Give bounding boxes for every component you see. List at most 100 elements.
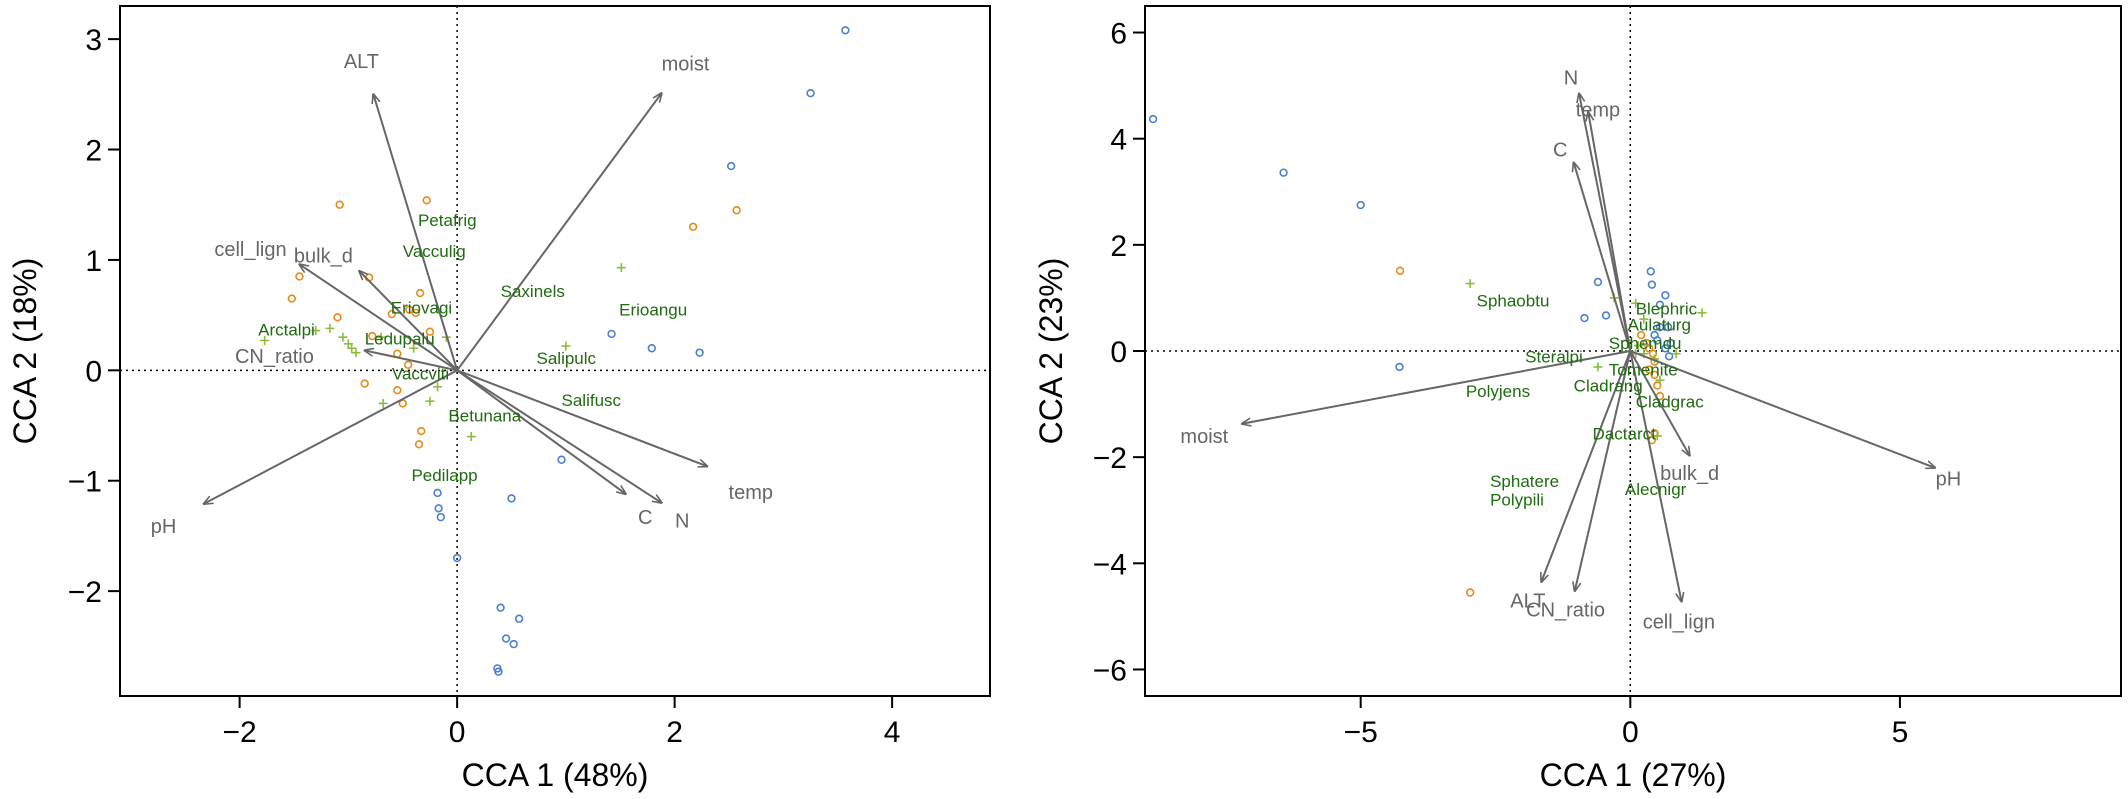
site-point-orange xyxy=(732,206,741,215)
env-arrow-label: moist xyxy=(662,53,710,75)
species-label: Tomenite xyxy=(1609,361,1678,380)
y-tick-label: −6 xyxy=(1093,654,1127,687)
site-point-orange xyxy=(1653,381,1662,390)
env-arrow-label: temp xyxy=(1576,100,1620,122)
site-point-orange xyxy=(417,426,426,436)
site-point-orange xyxy=(1644,365,1654,374)
env-arrow-temp xyxy=(1588,112,1632,352)
species-point-green-cross xyxy=(561,341,571,351)
species-point-green-cross xyxy=(425,396,435,406)
site-point-blue xyxy=(1580,313,1589,323)
site-point-orange xyxy=(368,331,377,341)
env-arrow-label: N xyxy=(675,510,689,532)
y-tick-label: 0 xyxy=(85,355,102,388)
species-point-green-cross xyxy=(347,343,357,353)
y-axis-label: CCA 2 (18%) xyxy=(7,258,43,445)
site-point-blue xyxy=(1661,344,1670,353)
y-tick-label: −2 xyxy=(1093,442,1127,475)
species-point-green-cross xyxy=(378,398,388,408)
site-point-blue xyxy=(452,553,462,563)
species-point-green-cross xyxy=(1639,314,1649,324)
site-point-blue xyxy=(1646,267,1655,276)
site-point-blue xyxy=(1395,362,1404,372)
species-point-green-cross xyxy=(409,343,419,353)
env-arrow-label: cell_lign xyxy=(1643,612,1715,634)
y-tick-label: 6 xyxy=(1110,18,1127,51)
species-label: Blephric xyxy=(1636,300,1698,319)
species-label: Polypili xyxy=(1490,491,1544,510)
env-arrow-cn-ratio xyxy=(365,350,458,372)
site-point-orange xyxy=(415,288,425,298)
site-point-blue xyxy=(647,344,656,353)
site-point-orange xyxy=(295,272,304,281)
site-point-blue xyxy=(841,26,850,35)
species-point-green-cross xyxy=(338,332,348,342)
species-label: Sphaobtu xyxy=(1477,292,1550,311)
env-arrow-label: N xyxy=(1564,68,1578,90)
site-point-blue xyxy=(509,639,518,649)
species-label: Sphemdu xyxy=(1609,334,1682,353)
env-arrow-alt xyxy=(1541,350,1632,582)
env-arrow-c xyxy=(1574,163,1632,352)
env-arrow-label: CN_ratio xyxy=(1526,599,1605,621)
left-cca-panel: −2 0 2 4 −2 −1 0 1 2 3 CCA 1 (48%) CCA 2 (18%) ALT mo… xyxy=(7,5,991,793)
species-label: Steralpi xyxy=(1525,347,1583,366)
site-point-orange xyxy=(1644,344,1654,353)
env-arrow-label: ALT xyxy=(1510,590,1545,612)
species-label: Erioangu xyxy=(619,301,687,320)
site-point-orange xyxy=(1636,330,1646,340)
species-point-green-cross xyxy=(311,326,321,336)
site-point-blue xyxy=(1664,352,1674,361)
site-point-blue xyxy=(607,329,616,339)
site-point-blue xyxy=(494,667,503,676)
y-tick-label: −2 xyxy=(68,576,102,609)
x-tick-label: 5 xyxy=(1892,716,1909,749)
env-arrow-c xyxy=(456,369,626,494)
site-point-orange xyxy=(360,379,369,388)
species-point-green-cross xyxy=(1593,362,1603,372)
species-label: Salipulc xyxy=(537,349,597,368)
env-arrow-cell-lign xyxy=(1629,350,1681,602)
species-point-green-cross xyxy=(1465,279,1475,289)
site-point-orange xyxy=(335,200,344,209)
env-arrow-temp xyxy=(456,369,707,466)
species-point-green-cross xyxy=(325,323,335,333)
site-point-blue xyxy=(726,161,736,171)
site-point-orange xyxy=(411,308,420,318)
right-cca-panel: −5 0 5 −6 −4 −2 0 2 4 6 CCA 1 (27%) CCA 2 (23%) Ntem… xyxy=(1033,5,2122,793)
y-tick-label: −1 xyxy=(68,466,102,499)
site-point-blue xyxy=(1655,300,1665,310)
env-arrow-label: pH xyxy=(1936,468,1962,490)
species-label: Cladrang xyxy=(1574,377,1643,396)
site-point-blue xyxy=(507,494,516,503)
site-point-orange xyxy=(387,309,397,319)
site-point-blue xyxy=(1655,322,1665,332)
site-point-blue xyxy=(806,89,815,98)
site-point-orange xyxy=(422,196,431,205)
y-axis-label: CCA 2 (23%) xyxy=(1033,258,1069,445)
env-arrow-ph xyxy=(204,369,458,504)
y-tick-label: 1 xyxy=(85,245,102,278)
species-label: Betunana xyxy=(448,407,521,426)
species-point-green-cross xyxy=(1671,349,1681,359)
species-label: Polyjens xyxy=(1466,382,1530,401)
site-point-orange xyxy=(287,294,297,303)
site-point-blue xyxy=(514,614,524,623)
env-arrow-label: pH xyxy=(151,516,177,538)
env-arrow-cn-ratio xyxy=(1575,350,1632,591)
site-point-orange xyxy=(688,222,698,232)
species-label: Vacculig xyxy=(403,242,466,261)
species-point-green-cross xyxy=(466,432,476,442)
species-label: Pedilapp xyxy=(411,466,477,485)
species-point-green-cross xyxy=(351,348,361,358)
species-label: Dactarct xyxy=(1593,424,1657,443)
y-tick-label: 4 xyxy=(1110,124,1127,157)
x-tick-label: −5 xyxy=(1344,716,1378,749)
species-point-green-cross xyxy=(1633,341,1643,351)
species-label: Aulaturg xyxy=(1628,315,1691,334)
x-tick-label: −2 xyxy=(223,716,257,749)
site-point-blue xyxy=(1666,338,1675,348)
env-arrow-moist xyxy=(1242,350,1631,424)
env-arrow-label: ALT xyxy=(344,51,379,73)
